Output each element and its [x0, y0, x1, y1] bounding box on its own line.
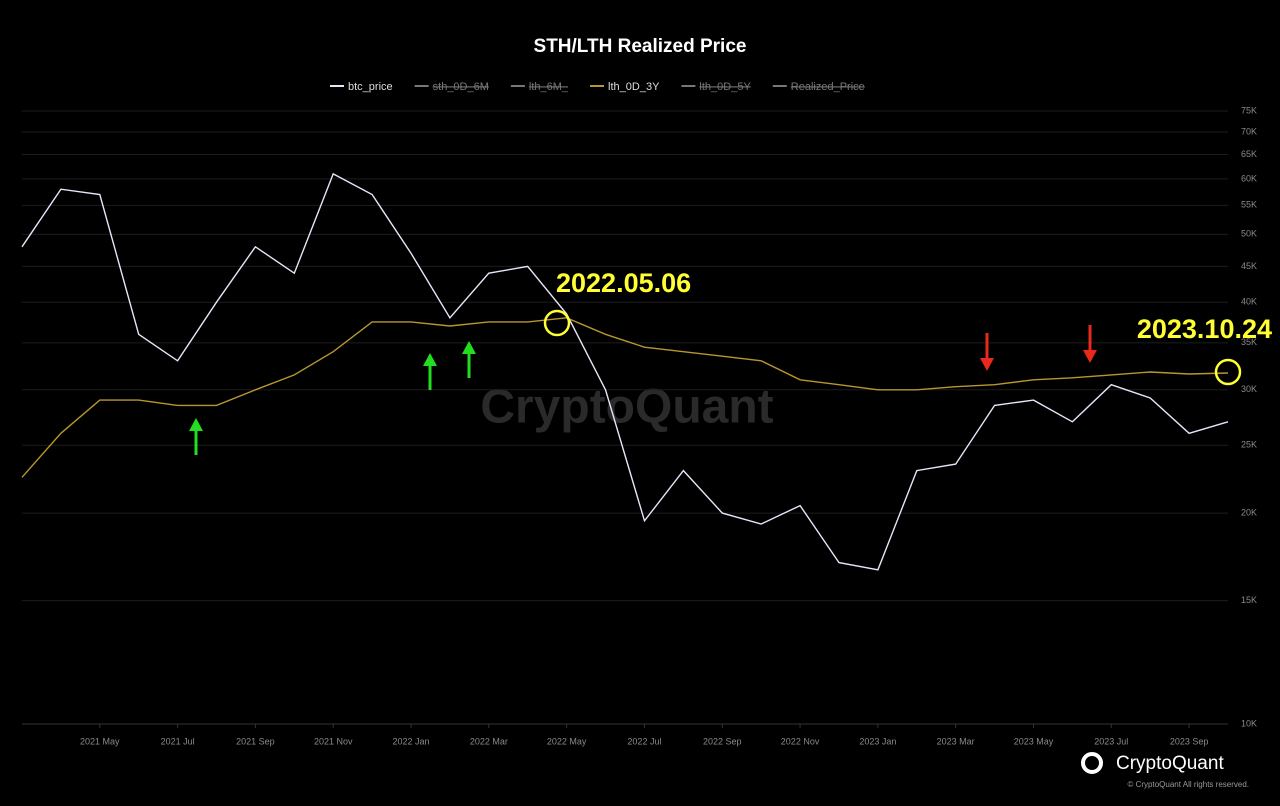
x-tick-label: 2023 Jul	[1094, 736, 1128, 746]
x-tick-label: 2023 Jan	[859, 736, 896, 746]
x-tick-label: 2021 Jul	[161, 736, 195, 746]
x-tick-label: 2021 May	[80, 736, 120, 746]
x-tick-label: 2022 Mar	[470, 736, 508, 746]
x-tick-label: 2021 Sep	[236, 736, 275, 746]
y-tick-label: 25K	[1241, 440, 1257, 450]
y-tick-label: 30K	[1241, 384, 1257, 394]
legend: btc_price sth_0D_6M lth_6M_ lth_0D_3Y lth_0D…	[330, 81, 865, 93]
x-tick-label: 2023 May	[1014, 736, 1054, 746]
legend-label[interactable]: btc_price	[348, 81, 393, 93]
x-tick-label: 2022 Sep	[703, 736, 742, 746]
legend-label[interactable]: sth_0D_6M	[433, 81, 489, 93]
y-tick-label: 20K	[1241, 507, 1257, 517]
y-tick-label: 15K	[1241, 595, 1257, 605]
y-tick-label: 40K	[1241, 297, 1257, 307]
y-tick-label: 45K	[1241, 261, 1257, 271]
y-tick-label: 70K	[1241, 126, 1257, 136]
annotation: 2023.10.24	[1137, 314, 1272, 344]
y-tick-label: 10K	[1241, 718, 1257, 728]
x-tick-label: 2022 May	[547, 736, 587, 746]
arrows	[189, 325, 1097, 455]
y-tick-label: 55K	[1241, 200, 1257, 210]
brand-logo	[1081, 752, 1103, 774]
y-tick-label: 35K	[1241, 337, 1257, 347]
green-arrows	[189, 341, 476, 455]
x-tick-label: 2021 Nov	[314, 736, 353, 746]
watermark: CryptoQuant	[480, 381, 773, 434]
y-tick-label: 50K	[1241, 229, 1257, 239]
y-tick-label: 75K	[1241, 105, 1257, 115]
legend-label[interactable]: lth_0D_3Y	[608, 81, 660, 93]
legend-label[interactable]: lth_0D_5Y	[699, 81, 751, 93]
annotation-circle	[1214, 358, 1242, 386]
y-tick-label: 65K	[1241, 149, 1257, 159]
legend-label[interactable]: lth_6M_	[529, 81, 569, 93]
brand: CryptoQuant	[1116, 753, 1224, 774]
plot-area: 10K 15K 20K 25K 30K 35K 40K 45K 50K 55K 60K 65K 70K 7…	[21, 105, 1257, 746]
series-line	[21, 172, 1229, 571]
x-tick-label: 2022 Nov	[781, 736, 820, 746]
x-tick-label: 2022 Jul	[627, 736, 661, 746]
red-arrows	[980, 325, 1097, 371]
x-tick-label: 2022 Jan	[393, 736, 430, 746]
x-tick-label: 2023 Mar	[937, 736, 975, 746]
copyright: © CryptoQuant All rights reserved.	[1128, 780, 1250, 789]
annotation: 2022.05.06	[556, 268, 691, 298]
chart-title: STH/LTH Realized Price	[534, 36, 747, 57]
series-line	[21, 317, 1229, 478]
annotation-circle	[543, 309, 571, 337]
y-tick-label: 60K	[1241, 173, 1257, 183]
x-tick-label: 2023 Sep	[1170, 736, 1209, 746]
legend-label[interactable]: Realized_Price	[791, 81, 865, 93]
